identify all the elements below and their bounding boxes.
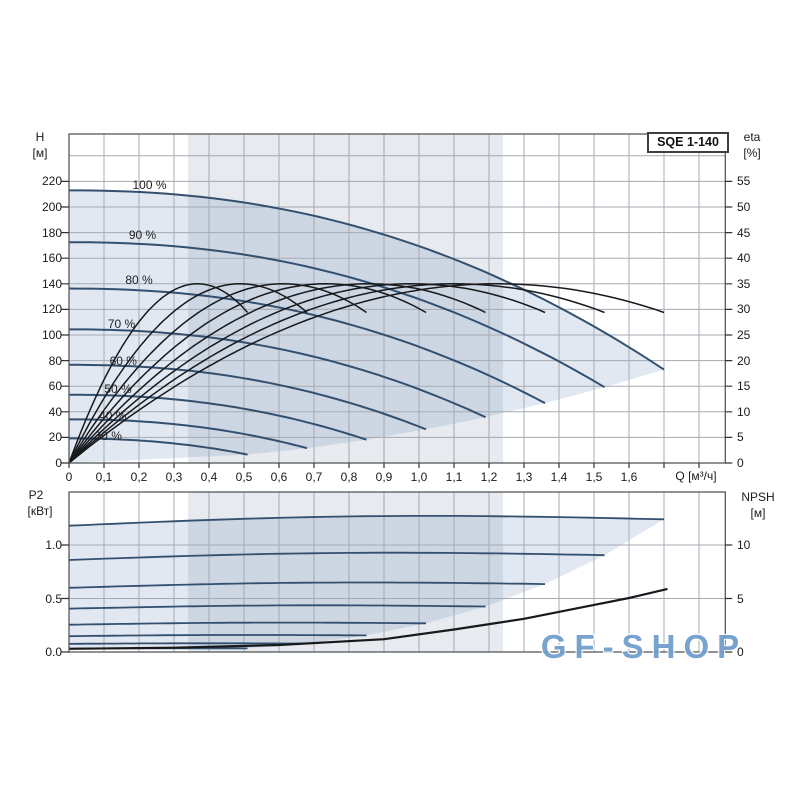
qh-curve-90 — [69, 241, 606, 389]
speed-label-80: 80 % — [125, 273, 153, 287]
eta-tick-label: 35 — [737, 276, 751, 291]
q-tick-label: 0,1 — [95, 470, 113, 484]
p2-curve-90 — [68, 551, 605, 561]
h-tick-label: 0 — [55, 456, 62, 470]
q-tick-label: 1,6 — [620, 470, 638, 484]
eta-tick-label: 10 — [737, 404, 751, 419]
eta-curve-60 — [68, 283, 427, 464]
p2-curve-60 — [68, 621, 426, 626]
eta-tick-label: 30 — [737, 302, 751, 317]
qh-curve-60 — [69, 363, 427, 431]
p2-curve-70 — [68, 604, 486, 610]
eta-tick-label: 25 — [737, 328, 751, 342]
qh-curve-100 — [69, 189, 665, 371]
eta-tick-label: 20 — [737, 353, 751, 368]
eta-axis-unit: [%] — [743, 146, 761, 160]
eta-tick-label: 55 — [737, 174, 751, 189]
q-tick-label: 0,6 — [270, 470, 288, 484]
eta-tick-label: 15 — [737, 379, 751, 394]
npsh-tick-label: 5 — [737, 591, 744, 606]
axis-ticks — [61, 180, 733, 653]
p2-curve-40 — [68, 642, 307, 645]
speed-label-60: 60 % — [109, 353, 137, 368]
qh-curve-50 — [69, 393, 367, 441]
npsh-axis-label: NPSH — [741, 490, 775, 504]
h-tick-label: 60 — [48, 379, 62, 394]
q-tick-label: 0,3 — [165, 470, 183, 484]
q-tick-label: 0,2 — [130, 470, 148, 484]
npsh-curve — [68, 587, 668, 650]
h-tick-label: 180 — [41, 225, 62, 240]
eta-curve-70 — [68, 283, 486, 464]
q-tick-label: 0 — [65, 470, 73, 484]
h-tick-label: 120 — [41, 302, 62, 317]
top-chart-border — [68, 133, 726, 464]
eta-curve-90 — [68, 283, 605, 464]
speed-label-40: 40 % — [99, 408, 127, 423]
h-tick-label: 20 — [48, 430, 62, 445]
q-tick-label: 1,4 — [550, 470, 568, 484]
q-tick-label: 0,8 — [340, 470, 358, 484]
h-tick-label: 220 — [41, 174, 62, 189]
speed-label-30: 30 % — [94, 429, 122, 444]
q-tick-label: 1,1 — [445, 470, 463, 484]
p2-axis-label: P2 — [28, 488, 44, 502]
eta-curve-80 — [68, 283, 546, 464]
q-tick-label: 0,5 — [235, 470, 253, 484]
npsh-tick-label: 10 — [737, 538, 751, 552]
speed-label-50: 50 % — [104, 381, 132, 396]
eta-curve-40 — [68, 283, 308, 464]
p2-tick-label: 0.0 — [45, 645, 62, 659]
q-tick-label: 1,0 — [410, 470, 428, 484]
h-tick-label: 100 — [41, 328, 62, 342]
q-tick-label: 1,5 — [585, 470, 603, 484]
p2-curve-100 — [68, 515, 665, 527]
eta-curve-100 — [68, 283, 665, 464]
eta-tick-label: 45 — [737, 225, 751, 240]
watermark-text: GF-SHOP — [540, 628, 748, 665]
model-label-box: SQE 1-140 — [647, 132, 729, 153]
p2-curve-80 — [68, 581, 546, 589]
q-tick-label: 0,9 — [375, 470, 393, 484]
p2-tick-label: 0.5 — [45, 591, 62, 606]
speed-label-100: 100 % — [132, 178, 167, 193]
eta-tick-label: 5 — [737, 430, 744, 445]
h-axis-unit: [м] — [32, 146, 48, 160]
npsh-tick-label: 0 — [737, 645, 744, 659]
eta-curve-50 — [68, 283, 367, 464]
grid-bottom-chart — [69, 492, 726, 652]
h-tick-label: 80 — [48, 353, 62, 368]
qh-curve-70 — [69, 328, 486, 419]
bottom-chart-border — [68, 491, 726, 653]
p2-axis-unit: [кВт] — [27, 504, 53, 518]
h-tick-label: 140 — [41, 276, 62, 291]
h-tick-label: 160 — [41, 251, 62, 266]
h-axis-label: H — [35, 130, 45, 144]
eta-axis-label: eta — [743, 130, 761, 144]
eta-tick-label: 50 — [737, 200, 751, 214]
q-tick-label: 0,4 — [200, 470, 218, 484]
p2-tick-label: 1.0 — [45, 538, 62, 552]
speed-label-70: 70 % — [107, 316, 136, 331]
q-tick-label: 0,7 — [305, 470, 323, 484]
qh-curve-80 — [68, 287, 546, 404]
eta-curve-30 — [68, 283, 249, 464]
npsh-axis-unit: [м] — [750, 506, 766, 520]
eta-tick-label: 0 — [737, 456, 744, 470]
q-axis-label: Q [м³/ч] — [675, 469, 717, 483]
h-tick-label: 40 — [48, 404, 62, 419]
q-tick-label: 1,3 — [515, 470, 533, 484]
h-tick-label: 200 — [41, 200, 62, 214]
speed-label-90: 90 % — [128, 228, 157, 243]
q-tick-label: 1,2 — [480, 470, 498, 484]
p2-curve-50 — [68, 634, 367, 638]
eta-tick-label: 40 — [737, 251, 751, 266]
